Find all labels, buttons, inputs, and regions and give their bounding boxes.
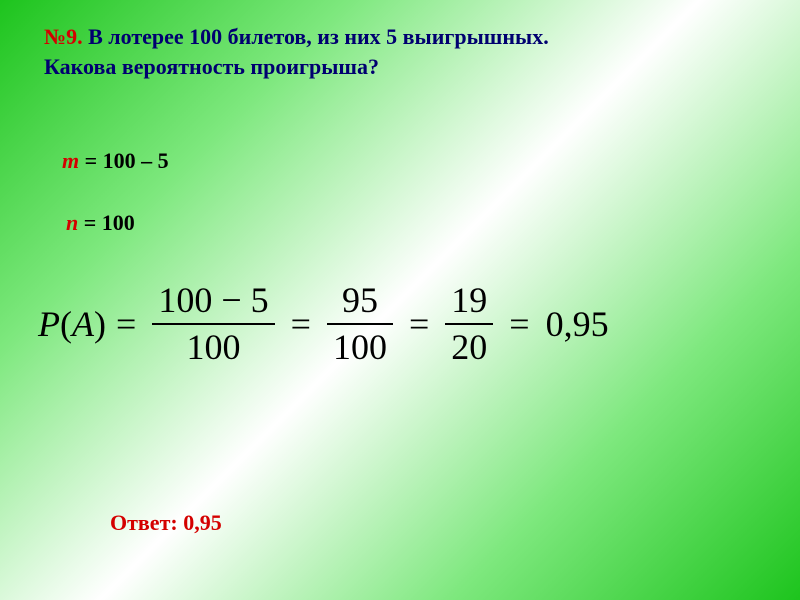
frac3-top: 19: [445, 280, 493, 321]
frac2-top: 95: [336, 280, 384, 321]
var-m: m: [62, 148, 79, 173]
frac1-top: 100 − 5: [152, 280, 274, 321]
var-m-value: = 100 – 5: [79, 148, 169, 173]
formula-close: ): [94, 303, 106, 345]
frac-3: 19 20: [445, 280, 493, 369]
problem-text-2: Какова вероятность проигрыша?: [44, 54, 379, 79]
formula-open: (: [60, 303, 72, 345]
frac3-bot: 20: [445, 327, 493, 368]
answer-value: 0,95: [183, 510, 222, 535]
frac1-bar: [152, 323, 274, 325]
answer: Ответ: 0,95: [110, 510, 222, 536]
problem-statement: №9. В лотерее 100 билетов, из них 5 выиг…: [44, 22, 756, 81]
formula-A: A: [72, 303, 94, 345]
frac-1: 100 − 5 100: [152, 280, 274, 369]
var-n: n: [66, 210, 78, 235]
given-m: m = 100 – 5: [62, 148, 169, 174]
eq-2: =: [291, 303, 311, 345]
problem-number: №9.: [44, 24, 83, 49]
formula-P: P: [38, 303, 60, 345]
eq-1: =: [116, 303, 136, 345]
eq-4: =: [509, 303, 529, 345]
frac3-bar: [445, 323, 493, 325]
given-n: n = 100: [66, 210, 135, 236]
eq-3: =: [409, 303, 429, 345]
formula-result: 0,95: [546, 303, 609, 345]
probability-formula: P(A) = 100 − 5 100 = 95 100 = 19 20 = 0,…: [38, 280, 609, 369]
frac2-bar: [327, 323, 393, 325]
frac1-bot: 100: [180, 327, 246, 368]
var-n-value: = 100: [78, 210, 135, 235]
frac-2: 95 100: [327, 280, 393, 369]
frac2-bot: 100: [327, 327, 393, 368]
problem-text-1: В лотерее 100 билетов, из них 5 выигрышн…: [83, 24, 549, 49]
answer-label: Ответ:: [110, 510, 183, 535]
